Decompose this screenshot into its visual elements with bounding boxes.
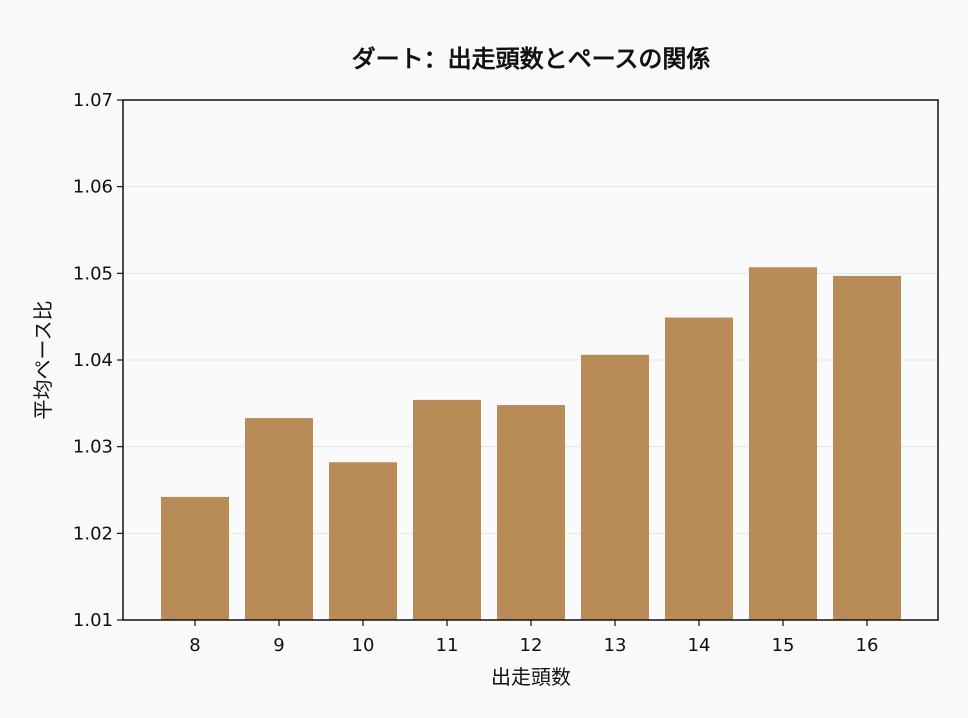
x-axis-ticks: 8 9 10 11 12 13 14 15 16: [189, 620, 878, 656]
bars-layer: [161, 267, 901, 620]
x-tick-label: 16: [856, 635, 879, 656]
bar-11: [413, 399, 481, 620]
bar-12: [497, 405, 565, 620]
x-tick-label: 14: [688, 635, 711, 656]
y-tick-label: 1.01: [73, 610, 113, 631]
bar-9: [245, 418, 313, 620]
bar-14: [665, 317, 733, 620]
y-tick-label: 1.04: [73, 350, 113, 371]
bar-8: [161, 496, 229, 620]
y-tick-label: 1.06: [73, 177, 113, 198]
x-tick-label: 13: [604, 635, 627, 656]
x-tick-label: 9: [273, 635, 284, 656]
bar-15: [749, 267, 817, 620]
chart-title: ダート：出走頭数とペースの関係: [352, 45, 711, 73]
bar-13: [581, 354, 649, 620]
x-axis-label: 出走頭数: [491, 665, 571, 689]
y-tick-label: 1.03: [73, 437, 113, 458]
x-tick-label: 10: [352, 635, 375, 656]
bar-10: [329, 462, 397, 620]
bar-16: [833, 275, 901, 620]
y-tick-label: 1.05: [73, 263, 113, 284]
y-axis-label: 平均ペース比: [31, 301, 55, 420]
y-axis-ticks: 1.01 1.02 1.03 1.04 1.05 1.06 1.07: [73, 90, 123, 631]
x-tick-label: 11: [436, 635, 459, 656]
y-tick-label: 1.07: [73, 90, 113, 111]
x-tick-label: 15: [772, 635, 795, 656]
x-tick-label: 12: [520, 635, 543, 656]
x-tick-label: 8: [189, 635, 200, 656]
y-tick-label: 1.02: [73, 523, 113, 544]
